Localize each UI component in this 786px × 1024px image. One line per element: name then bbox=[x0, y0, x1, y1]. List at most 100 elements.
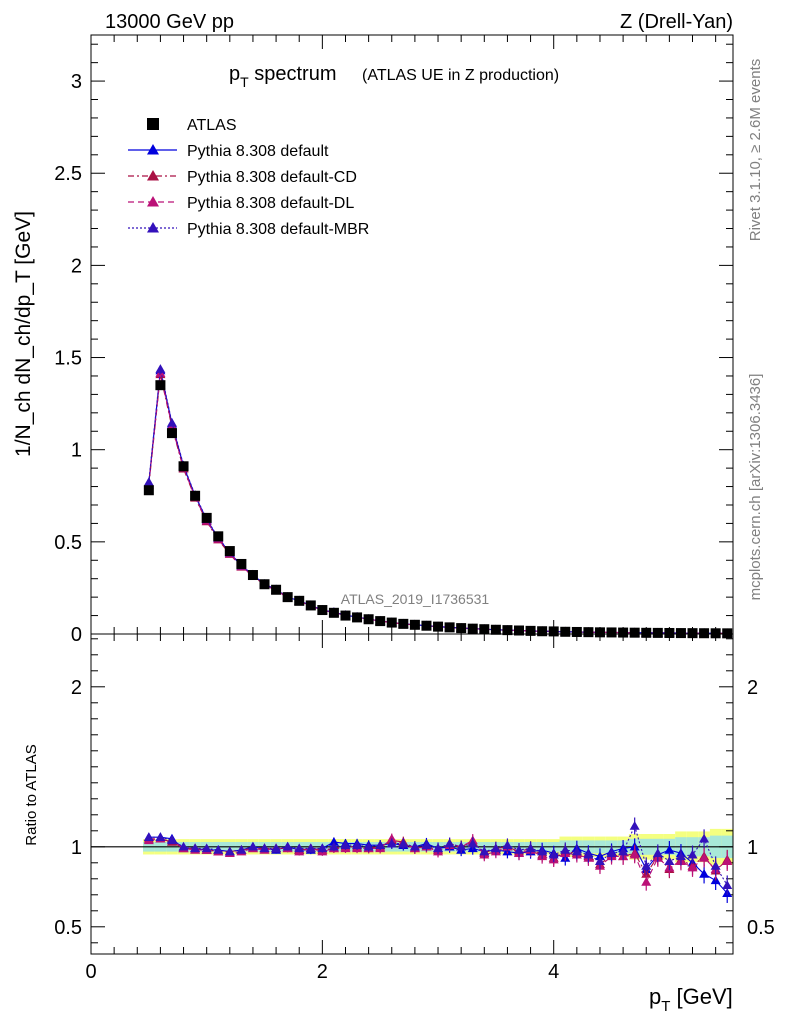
ratio-plot-frame bbox=[90, 633, 734, 955]
legend-marker-triangle bbox=[147, 170, 159, 181]
ratio-series-point bbox=[444, 838, 455, 848]
ratio-series-point bbox=[271, 843, 282, 853]
ratio-series-point bbox=[201, 843, 212, 853]
plot-title-sub: T bbox=[240, 74, 249, 90]
atlas-point bbox=[213, 531, 224, 542]
ratio-series-point bbox=[328, 837, 339, 846]
atlas-point bbox=[525, 625, 536, 636]
atlas-point bbox=[433, 621, 444, 632]
atlas-point bbox=[606, 627, 617, 638]
ratio-series-point bbox=[421, 840, 432, 849]
main-series-point bbox=[166, 417, 177, 427]
ratio-series-point bbox=[594, 856, 605, 865]
atlas-point bbox=[699, 628, 710, 639]
ratio-series-point bbox=[629, 849, 640, 859]
ratio-y-tick-label-right: 2 bbox=[747, 677, 758, 699]
atlas-point bbox=[421, 620, 432, 631]
ratio-data-series bbox=[143, 817, 733, 903]
plot-title: pT spectrum bbox=[229, 63, 337, 90]
ratio-y-tick-label: 1 bbox=[71, 837, 82, 859]
ratio-series-point bbox=[352, 840, 363, 849]
plot-subtitle: (ATLAS UE in Z production) bbox=[362, 67, 559, 84]
atlas-point bbox=[652, 627, 663, 638]
ratio-series-point bbox=[433, 843, 444, 853]
atlas-point bbox=[571, 626, 582, 637]
x-axis-label-rest: [GeV] bbox=[670, 984, 732, 1009]
atlas-point bbox=[259, 579, 270, 590]
atlas-point bbox=[224, 546, 235, 557]
main-y-tick-label: 2 bbox=[71, 255, 82, 277]
atlas-point bbox=[687, 628, 698, 639]
process-label: Z (Drell-Yan) bbox=[620, 11, 733, 33]
ratio-series-point bbox=[409, 841, 420, 851]
legend-marker-triangle bbox=[147, 196, 159, 207]
ratio-series-point bbox=[294, 843, 305, 853]
atlas-point bbox=[340, 610, 351, 621]
atlas-point bbox=[467, 623, 478, 634]
atlas-point bbox=[363, 614, 374, 625]
plot-title-rest: spectrum bbox=[249, 63, 337, 85]
ratio-series-point bbox=[537, 846, 548, 856]
ratio-series-point bbox=[722, 880, 733, 889]
ratio-series-point bbox=[340, 840, 351, 849]
x-axis-label-p: p bbox=[649, 984, 661, 1009]
ratio-series-point bbox=[560, 845, 571, 854]
atlas-point bbox=[641, 627, 652, 638]
legend: ATLAS Pythia 8.308 default Pythia 8.308 de… bbox=[128, 117, 369, 238]
ratio-y-axis-label: Ratio to ATLAS bbox=[23, 744, 40, 845]
ratio-series-point bbox=[710, 861, 721, 870]
ratio-series-point bbox=[282, 841, 293, 851]
atlas-point bbox=[479, 624, 490, 635]
atlas-point bbox=[166, 428, 177, 439]
plot-title-p: p bbox=[229, 63, 240, 85]
ratio-series-point bbox=[675, 851, 686, 861]
ratio-series-point bbox=[317, 843, 328, 853]
atlas-point bbox=[537, 626, 548, 637]
atlas-point bbox=[294, 595, 305, 606]
ratio-series-point bbox=[525, 843, 536, 853]
atlas-point bbox=[271, 584, 282, 595]
ratio-series-point bbox=[722, 856, 733, 865]
atlas-point bbox=[143, 485, 154, 496]
rivet-version-label: Rivet 3.1.10, ≥ 2.6M events bbox=[747, 59, 764, 242]
atlas-point bbox=[490, 624, 501, 635]
ratio-series-point bbox=[259, 843, 270, 853]
legend-entry-1: Pythia 8.308 default bbox=[128, 143, 329, 160]
atlas-point bbox=[710, 628, 721, 639]
atlas-point bbox=[328, 607, 339, 618]
atlas-point bbox=[178, 461, 189, 472]
legend-label: Pythia 8.308 default-DL bbox=[187, 195, 354, 212]
ratio-series-point bbox=[514, 845, 524, 854]
x-tick-label: 2 bbox=[317, 961, 328, 983]
ratio-series-point bbox=[328, 841, 339, 851]
ratio-y-axis-label-text: Ratio to ATLAS bbox=[23, 744, 40, 845]
atlas-point bbox=[282, 592, 293, 603]
ratio-series-point bbox=[687, 849, 698, 859]
ratio-series-point bbox=[305, 843, 316, 853]
main-series-point bbox=[143, 477, 154, 486]
atlas-point bbox=[502, 625, 513, 636]
atlas-point bbox=[456, 623, 467, 634]
mcplots-label: mcplots.cern.ch [arXiv:1306.3436] bbox=[747, 374, 764, 601]
ratio-y-tick-labels-right: 0.5 1 2 bbox=[747, 677, 775, 939]
ratio-series-point bbox=[699, 833, 710, 843]
ratio-panel: 0.5 1 2 0.5 1 2 bbox=[54, 633, 775, 955]
ratio-series-point bbox=[502, 840, 513, 849]
atlas-point bbox=[386, 617, 397, 628]
ratio-series-point bbox=[641, 877, 652, 886]
atlas-point bbox=[560, 626, 571, 637]
atlas-point bbox=[409, 619, 420, 630]
main-y-tick-label: 1 bbox=[71, 440, 82, 462]
ratio-axis-ticks bbox=[90, 634, 733, 954]
atlas-point bbox=[375, 616, 386, 627]
ratio-series-point bbox=[618, 846, 629, 856]
legend-marker-square bbox=[147, 118, 159, 130]
legend-label: Pythia 8.308 default bbox=[187, 143, 329, 160]
legend-marker-triangle bbox=[147, 144, 159, 155]
ratio-series-point bbox=[236, 845, 247, 854]
atlas-point bbox=[317, 605, 328, 616]
atlas-point bbox=[514, 625, 524, 636]
ratio-series-point bbox=[571, 846, 582, 856]
legend-label: Pythia 8.308 default-MBR bbox=[187, 221, 369, 238]
